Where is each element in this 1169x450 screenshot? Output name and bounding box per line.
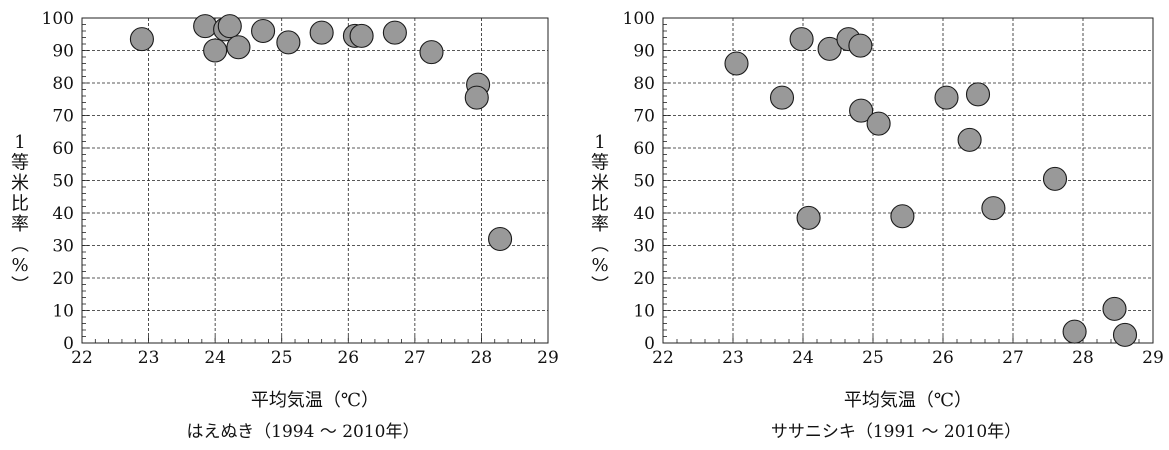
y-tick-label: 80 <box>633 74 655 94</box>
x-tick-label: 25 <box>862 348 884 368</box>
data-point <box>890 204 915 229</box>
y-tick-label: 40 <box>52 204 74 224</box>
data-point <box>203 38 228 63</box>
x-tick-label: 26 <box>337 348 359 368</box>
data-point <box>488 226 513 252</box>
data-point <box>965 82 991 107</box>
scatter-chart-1: 22 23 24 25 26 27 28 29 0 10 20 30 40 50 60 70 80 90 100 平均… <box>11 9 559 442</box>
data-point <box>276 30 301 55</box>
scatter-chart-2: 22 23 24 25 26 27 28 29 0 10 20 30 40 50 60 70 80 90 100 平均… <box>591 9 1164 442</box>
y-tick-label: 90 <box>633 42 655 62</box>
x-tick-label: 24 <box>204 348 226 368</box>
y-tick-label: 90 <box>52 42 74 62</box>
data-point <box>1102 296 1127 321</box>
data-point <box>226 35 251 60</box>
y-tick-label: 10 <box>633 302 655 322</box>
x-tick-label: 23 <box>138 348 160 368</box>
data-point <box>382 20 407 45</box>
x-tick-label: 26 <box>932 348 954 368</box>
data-point <box>1112 322 1138 347</box>
data-point <box>796 205 821 230</box>
data-point <box>848 33 873 58</box>
data-point <box>866 111 891 136</box>
data-point <box>193 14 218 39</box>
y-tick-label: 20 <box>633 269 655 289</box>
y-tick-label: 30 <box>633 237 655 257</box>
x-tick-label: 28 <box>1072 348 1094 368</box>
data-point <box>309 20 334 45</box>
y-tick-label: 100 <box>623 9 655 29</box>
x-tick-label: 24 <box>792 348 814 368</box>
y-tick-label: 50 <box>633 172 655 192</box>
y-tick-label: 70 <box>633 107 655 127</box>
data-point <box>419 40 444 65</box>
x-tick-label: 29 <box>537 348 559 368</box>
data-point <box>934 85 959 110</box>
y-tick-label: 0 <box>63 334 74 354</box>
data-point <box>769 85 795 110</box>
y-tick-label: 0 <box>644 334 655 354</box>
data-point <box>1042 166 1068 191</box>
x-tick-label: 27 <box>1002 348 1024 368</box>
y-tick-label: 80 <box>52 74 74 94</box>
x-axis-title: 平均気温（℃） <box>844 390 972 411</box>
data-point <box>1062 319 1087 344</box>
x-tick-label: 22 <box>652 348 674 368</box>
y-tick-label: 70 <box>52 107 74 127</box>
y-tick-label: 40 <box>633 204 655 224</box>
y-tick-label: 30 <box>52 237 74 257</box>
y-axis-title: 1 等米比率︵% ︶ <box>591 132 609 297</box>
chart-caption: はえぬき（1994 ～ 2010年） <box>187 422 420 442</box>
data-point <box>817 36 842 61</box>
data-point <box>217 14 242 39</box>
x-tick-label: 29 <box>1142 348 1164 368</box>
y-axis-title: 1 等米比率︵% ︶ <box>11 132 29 297</box>
x-tick-label: 25 <box>271 348 293 368</box>
data-point <box>981 196 1006 221</box>
data-point <box>849 98 874 123</box>
x-tick-label: 27 <box>404 348 426 368</box>
y-tick-label: 10 <box>52 302 74 322</box>
x-tick-label: 28 <box>471 348 493 368</box>
data-point <box>349 23 374 48</box>
x-tick-label: 23 <box>722 348 744 368</box>
data-point <box>464 85 489 110</box>
y-tick-label: 60 <box>52 139 74 159</box>
x-tick-label: 22 <box>71 348 93 368</box>
y-tick-label: 100 <box>42 9 74 29</box>
y-tick-label: 60 <box>633 139 655 159</box>
y-tick-label: 20 <box>52 269 74 289</box>
data-point <box>789 27 814 52</box>
x-axis-title: 平均気温（℃） <box>251 390 379 411</box>
data-point <box>251 18 276 44</box>
y-tick-label: 50 <box>52 172 74 192</box>
data-point <box>129 27 154 52</box>
chart-caption: ササニシキ（1991 ～ 2010年） <box>771 422 1021 442</box>
data-point <box>957 127 982 152</box>
data-point <box>724 51 749 76</box>
